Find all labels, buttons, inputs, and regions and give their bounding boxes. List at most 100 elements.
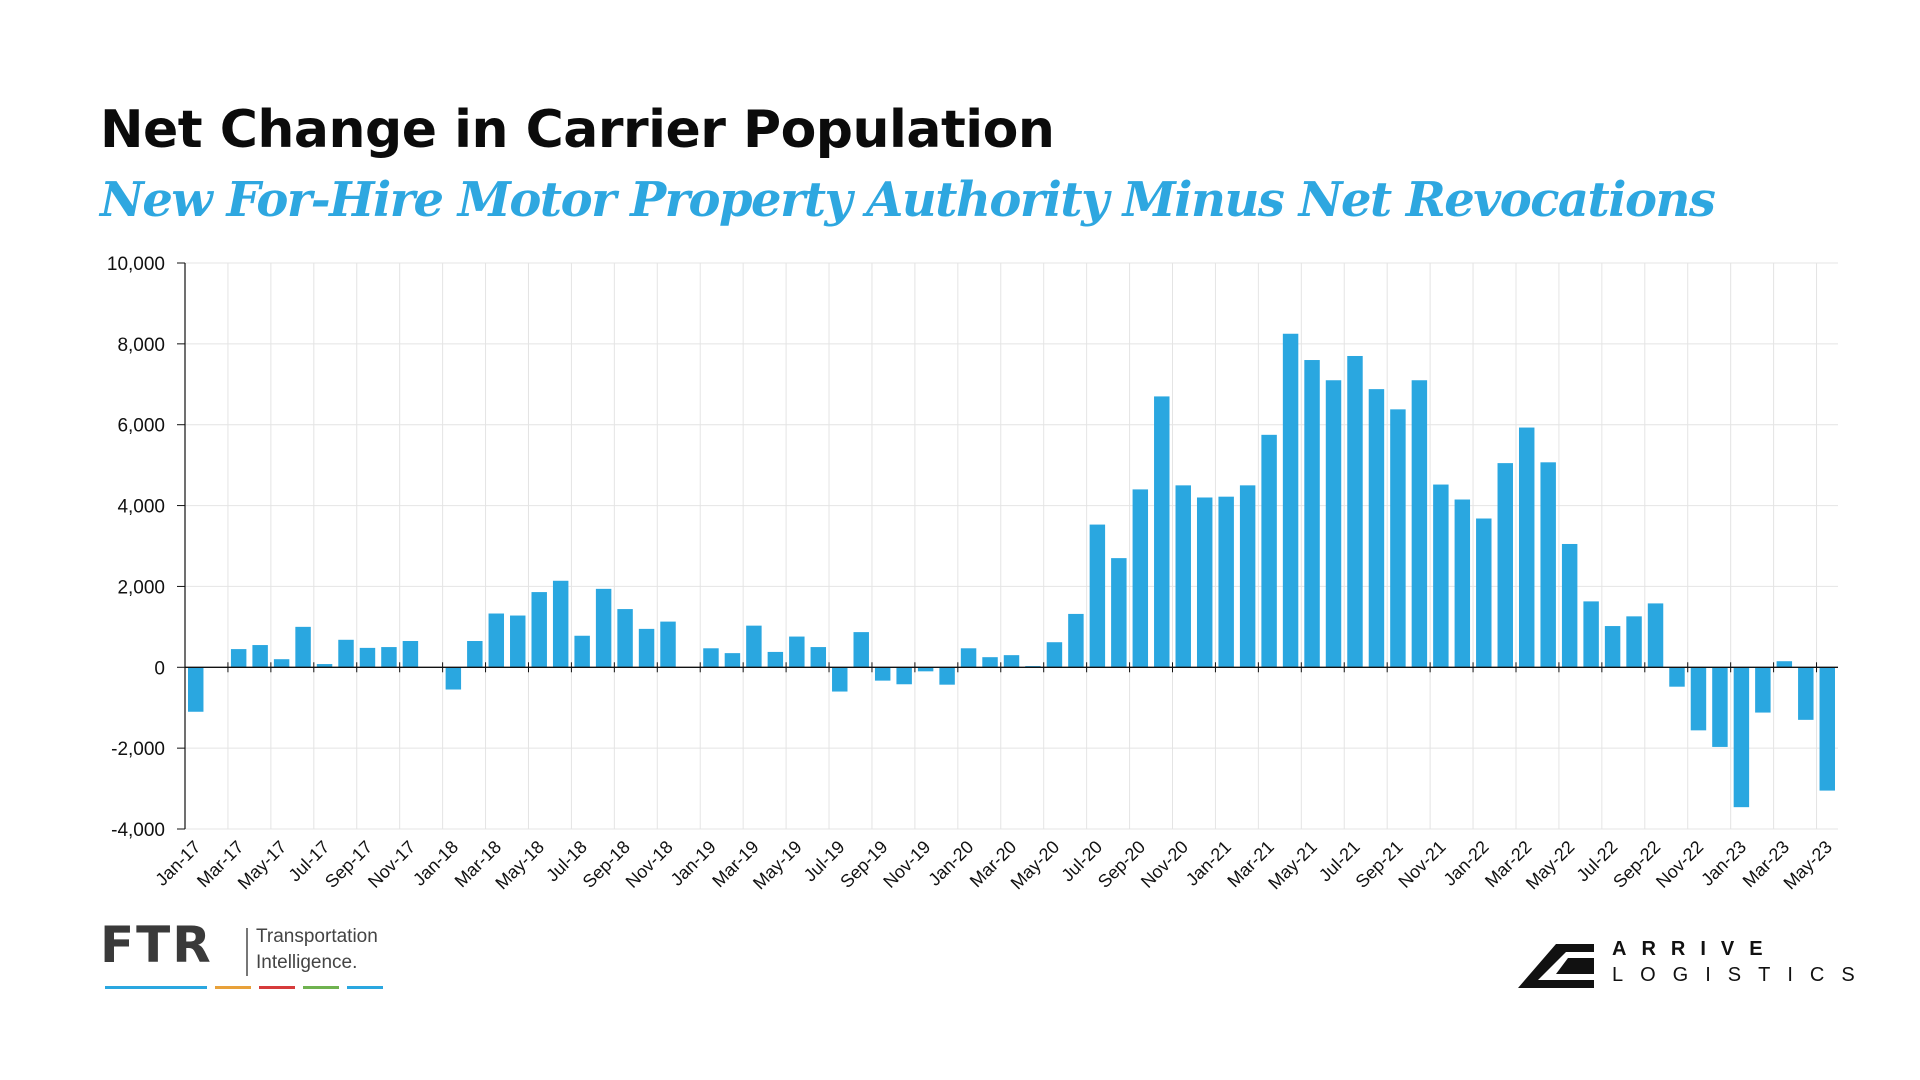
x-tick-label: May-19 [749,837,806,894]
bar-Jul-19 [832,667,848,692]
x-tick-label: Sep-21 [1352,837,1407,892]
bar-Mar-20 [1003,655,1020,668]
x-tick-label: Nov-17 [364,837,419,892]
bar-May-23 [1819,667,1835,791]
bar-Apr-23 [1798,667,1814,720]
bar-Feb-22 [1497,463,1513,668]
bar-Aug-21 [1368,389,1385,668]
y-tick-label: 8,000 [117,335,165,356]
y-tick-label: -2,000 [111,739,165,760]
bar-Jun-19 [810,647,827,668]
bar-Sep-18 [617,609,633,668]
x-tick-label: Sep-17 [321,837,376,892]
bar-May-20 [1046,642,1063,668]
chart-bars [188,333,1835,808]
bar-Dec-20 [1196,497,1213,668]
bar-Jul-17 [316,664,333,668]
bar-Nov-17 [402,641,419,668]
bar-Mar-22 [1518,427,1535,668]
bar-Dec-19 [939,667,955,685]
bar-Jan-17 [188,667,204,712]
bar-May-22 [1561,543,1578,668]
y-tick-label: 6,000 [117,416,165,437]
ftr-logo-line1: Transportation [256,926,378,947]
x-tick-label: May-20 [1007,837,1064,894]
bar-Jan-18 [445,667,462,690]
ftr-color-bar [215,986,251,989]
x-tick-label: Nov-20 [1137,837,1192,892]
bar-Aug-22 [1626,616,1642,668]
bar-May-17 [273,659,290,668]
ftr-color-bar [259,986,295,989]
x-tick-label: May-23 [1780,837,1837,894]
x-tick-label: Nov-18 [622,837,677,892]
bar-Jun-22 [1583,601,1599,668]
x-tick-label: May-22 [1522,837,1579,894]
bar-Oct-17 [381,647,397,668]
bar-Jun-21 [1325,380,1342,668]
y-tick-label: -4,000 [111,820,165,841]
bar-Jun-20 [1068,613,1084,668]
ftr-logo-mark: FTR [100,916,213,974]
bar-Oct-22 [1669,667,1685,687]
x-tick-label: Sep-18 [579,837,634,892]
bar-Nov-20 [1175,485,1191,668]
bar-May-19 [789,636,805,668]
bar-Apr-22 [1540,462,1556,668]
x-tick-label: Sep-19 [836,837,891,892]
bar-Jan-22 [1476,518,1492,668]
bar-Dec-21 [1454,499,1471,668]
bar-Jan-19 [703,648,719,668]
y-tick-label: 2,000 [117,577,165,598]
bar-Jul-22 [1604,626,1621,668]
bar-Mar-17 [230,649,247,668]
bar-Jan-23 [1733,667,1750,808]
x-tick-label: May-21 [1264,837,1321,894]
bar-Aug-19 [853,632,869,668]
bar-Nov-22 [1690,667,1707,731]
bar-Sep-19 [874,667,891,681]
y-tick-label: 10,000 [107,254,165,275]
x-tick-label: May-17 [234,837,291,894]
bar-Oct-19 [896,667,912,685]
bar-Jan-21 [1218,496,1234,668]
bar-Feb-18 [467,641,483,668]
ftr-logo-divider [246,928,248,976]
arrive-logo-icon [1518,944,1594,988]
x-axis: Jan-17Mar-17May-17Jul-17Sep-17Nov-17Jan-… [151,662,1838,893]
bar-Nov-19 [917,667,934,672]
bar-Nov-21 [1433,484,1449,668]
y-tick-label: 4,000 [117,497,165,518]
y-axis: 10,000 8,000 6,000 4,000 2,000 0 -2,000 -4,000 [107,254,186,841]
x-tick-label: Nov-19 [879,837,934,892]
bar-Mar-21 [1261,434,1277,668]
bar-Apr-18 [510,615,526,668]
bar-Dec-22 [1712,667,1728,747]
y-tick-label: 0 [154,658,165,679]
ftr-color-bar [303,986,339,989]
bar-Jul-21 [1347,355,1363,668]
bar-Feb-20 [982,657,998,668]
bar-Nov-18 [660,621,676,668]
x-tick-label: Sep-22 [1609,837,1664,892]
bar-Apr-21 [1282,333,1299,668]
x-tick-label: Sep-20 [1094,837,1149,892]
bar-Apr-17 [252,645,268,668]
chart-grid [184,262,1838,830]
arrive-logo-line2: LOGISTICS [1612,964,1872,986]
ftr-logo-line2: Intelligence. [256,952,358,973]
bar-Oct-20 [1154,396,1170,668]
bar-Jun-17 [295,626,311,668]
bar-May-18 [531,592,547,668]
arrive-logo-line1: ARRIVE [1612,938,1778,960]
bar-Jul-18 [574,635,590,668]
bar-Sep-17 [359,647,376,668]
bar-Sep-22 [1647,603,1664,668]
chart-title: Net Change in Carrier Population [100,100,1055,160]
x-tick-label: Nov-22 [1652,837,1707,892]
bar-Oct-21 [1411,380,1428,668]
bar-Oct-18 [638,628,655,668]
bar-Apr-19 [767,651,784,668]
bar-Aug-18 [595,588,612,668]
